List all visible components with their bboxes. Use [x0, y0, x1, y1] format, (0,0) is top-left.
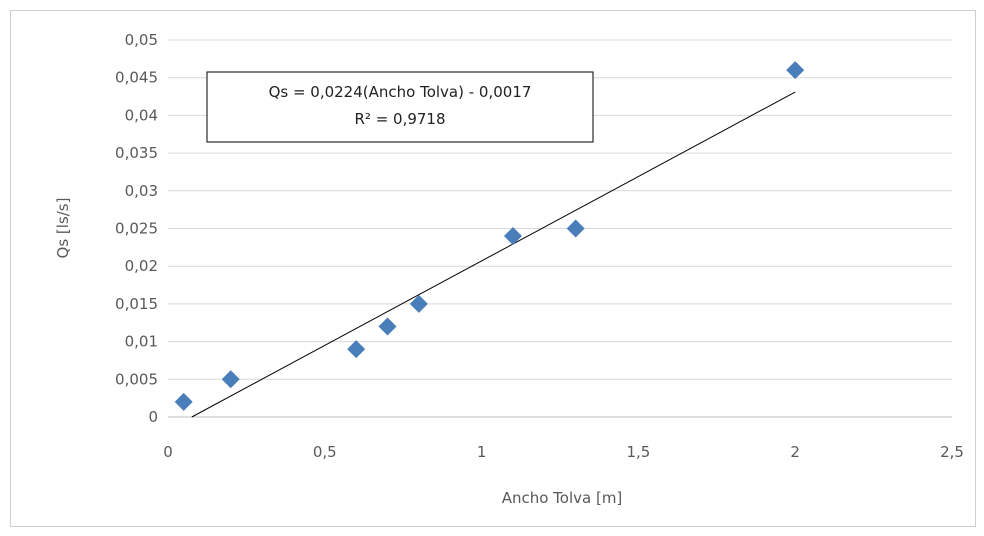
- y-tick-label: 0,035: [115, 144, 158, 162]
- y-tick-labels: 0 0,005 0,01 0,015 0,02 0,025 0,03 0,035 0,04 0,0…: [115, 31, 158, 426]
- y-tick-label: 0,03: [125, 182, 158, 200]
- y-tick-label: 0: [148, 408, 158, 426]
- equation-box: Qs = 0,0224(Ancho Tolva) - 0,0017 R² = 0…: [207, 72, 593, 142]
- data-point: [175, 393, 193, 411]
- y-tick-label: 0,04: [125, 106, 158, 124]
- x-tick-label: 2,5: [940, 443, 964, 461]
- data-point: [222, 370, 240, 388]
- y-tick-label: 0,05: [125, 31, 158, 49]
- y-tick-label: 0,02: [125, 257, 158, 275]
- y-tick-label: 0,045: [115, 69, 158, 87]
- data-point: [567, 220, 585, 238]
- y-tick-label: 0,025: [115, 220, 158, 238]
- y-tick-label: 0,005: [115, 370, 158, 388]
- r-squared-label: R² = 0,9718: [354, 110, 445, 128]
- x-tick-labels: 0 0,5 1 1,5 2 2,5: [163, 443, 964, 461]
- x-tick-label: 2: [790, 443, 800, 461]
- x-tick-label: 0,5: [313, 443, 337, 461]
- x-axis-title: Ancho Tolva [m]: [502, 489, 623, 507]
- data-point: [347, 340, 365, 358]
- y-tick-label: 0,01: [125, 333, 158, 351]
- y-axis-title: Qs [ls/s]: [54, 198, 72, 259]
- x-tick-label: 1: [477, 443, 487, 461]
- x-tick-label: 1,5: [626, 443, 650, 461]
- y-tick-label: 0,015: [115, 295, 158, 313]
- data-point: [379, 318, 397, 336]
- data-point: [504, 227, 522, 245]
- trendline-equation: Qs = 0,0224(Ancho Tolva) - 0,0017: [269, 83, 532, 101]
- data-point: [786, 61, 804, 79]
- x-tick-label: 0: [163, 443, 173, 461]
